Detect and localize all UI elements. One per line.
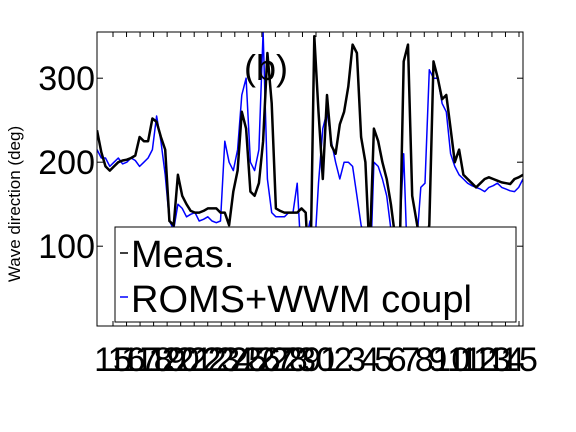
x-tick-label: 9 <box>428 341 447 379</box>
y-tick-label: 300 <box>38 60 95 98</box>
y-axis-label: Wave direction (deg) <box>5 126 24 282</box>
x-tick-label: 13 <box>473 341 511 379</box>
x-tick-label: 22 <box>189 341 227 379</box>
panel-label: (b) <box>244 47 288 88</box>
x-tick-label: 17 <box>121 341 159 379</box>
x-tick-label: 5 <box>374 341 393 379</box>
x-tick-label: 1 <box>320 341 339 379</box>
x-tick-label: 7 <box>401 341 420 379</box>
x-tick-label: 2 <box>334 341 353 379</box>
x-tick-label: 29 <box>284 341 322 379</box>
x-tick-label: 25 <box>229 341 267 379</box>
x-tick-label: 16 <box>108 341 146 379</box>
x-tick-label: 27 <box>256 341 294 379</box>
x-tick-label: 14 <box>487 341 525 379</box>
x-tick-label: 19 <box>148 341 186 379</box>
x-tick-label: 11 <box>447 341 482 379</box>
x-tick-label: 26 <box>243 341 281 379</box>
y-tick-label: 100 <box>38 228 95 266</box>
legend-box <box>114 226 517 323</box>
y-ticks: 100 200 300 <box>38 60 523 266</box>
axes-frame <box>96 31 524 327</box>
x-tick-label: 28 <box>270 341 308 379</box>
x-tick-label: 23 <box>202 341 240 379</box>
x-tick-label: 30 <box>297 341 335 379</box>
legend: Meas. ROMS+WWM coupl <box>114 226 517 323</box>
x-tick-label: 20 <box>162 341 200 379</box>
x-tick-label: 21 <box>175 341 213 379</box>
x-tick-label: 12 <box>459 341 497 379</box>
x-tick-label: 8 <box>415 341 434 379</box>
y-tick-label: 200 <box>38 144 95 182</box>
x-ticks: 1516171819202122232425262728293012345678… <box>94 32 538 379</box>
x-tick-label: 15 <box>94 341 132 379</box>
x-tick-label: 10 <box>432 341 470 379</box>
x-tick-label: 3 <box>347 341 366 379</box>
x-tick-label: 15 <box>500 341 538 379</box>
x-tick-label: 4 <box>361 341 380 379</box>
x-tick-label: 18 <box>135 341 173 379</box>
x-tick-label: 24 <box>216 341 254 379</box>
legend-entry-measured: Meas. <box>131 234 234 276</box>
legend-entry-model: ROMS+WWM coupl <box>131 279 472 321</box>
x-tick-label: 6 <box>388 341 407 379</box>
